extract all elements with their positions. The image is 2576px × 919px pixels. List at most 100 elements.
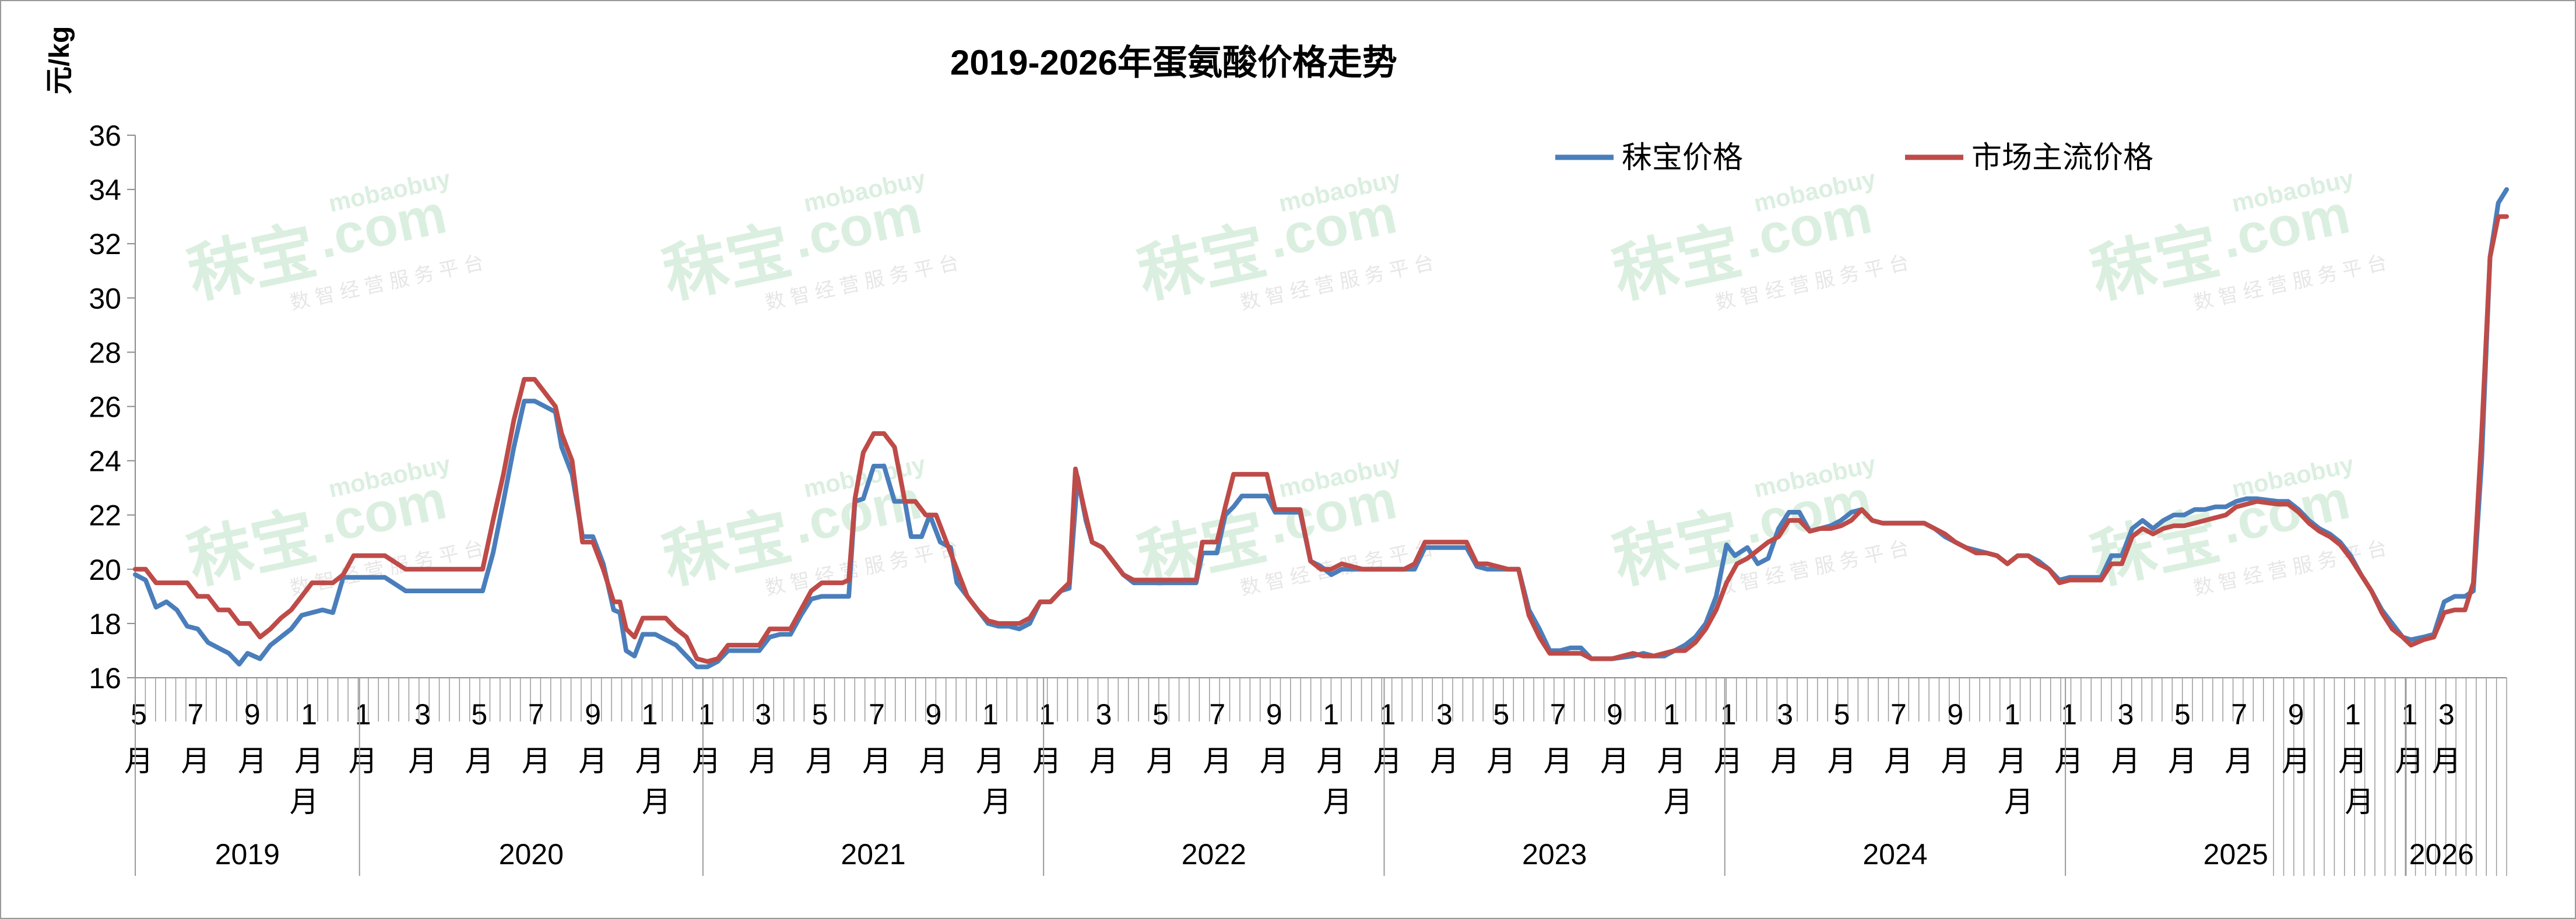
x-month-char: 月 [862, 745, 891, 777]
x-month-number: 9 [925, 698, 941, 731]
x-month-number: 1 [698, 698, 715, 731]
x-month-char: 月 [181, 745, 210, 777]
x-month-char: 月 [408, 745, 437, 777]
x-month-number: 9 [1266, 698, 1282, 731]
x-month-char: 月 [238, 745, 267, 777]
x-month-char: 月 [2168, 745, 2197, 777]
x-year-month-char: 月 [2345, 786, 2374, 818]
x-month-char: 月 [1657, 745, 1686, 777]
x-month-number: 3 [2438, 698, 2455, 731]
y-tick-label: 34 [89, 174, 121, 206]
x-month-number: 1 [1664, 698, 1680, 731]
x-year-label: 2024 [1862, 838, 1927, 871]
x-month-char: 月 [2054, 745, 2083, 777]
x-month-number: 3 [1096, 698, 1112, 731]
x-month-number: 9 [585, 698, 601, 731]
x-month-number: 5 [1834, 698, 1850, 731]
x-month-number: 5 [812, 698, 828, 731]
x-month-number: 7 [528, 698, 544, 731]
x-month-number: 1 [982, 698, 999, 731]
x-month-char: 月 [2111, 745, 2140, 777]
x-month-char: 月 [1941, 745, 1970, 777]
x-month-number: 1 [355, 698, 371, 731]
x-month-number: 7 [869, 698, 885, 731]
x-year-month-char: 月 [2004, 786, 2033, 818]
x-month-char: 月 [465, 745, 494, 777]
legend: 秣宝价格 市场主流价格 [1555, 141, 2153, 175]
x-month-number: 5 [131, 698, 147, 731]
x-month-char: 月 [748, 745, 778, 777]
x-year-label: 2025 [2204, 838, 2268, 871]
x-month-char: 月 [1828, 745, 1857, 777]
x-month-char: 月 [1316, 745, 1345, 777]
x-month-char: 月 [976, 745, 1005, 777]
x-month-number: 3 [755, 698, 771, 731]
x-month-number: 5 [1493, 698, 1509, 731]
x-month-char: 月 [2432, 745, 2461, 777]
chart-title: 2019-2026年蛋氨酸价格走势 [950, 43, 1397, 82]
x-month-number: 5 [2174, 698, 2191, 731]
x-year-label: 2026 [2409, 838, 2474, 871]
x-month-number: 1 [642, 698, 658, 731]
x-month-number: 9 [2288, 698, 2304, 731]
watermark-layer: 秣宝.commobaobuy数 智 经 营 服 务 平 台秣宝.commobao… [182, 164, 2389, 600]
x-month-char: 月 [1430, 745, 1459, 777]
x-year-label: 2020 [499, 838, 564, 871]
x-month-number: 1 [2345, 698, 2361, 731]
x-month-char: 月 [2338, 745, 2367, 777]
legend-label-series-1: 市场主流价格 [1971, 141, 2153, 175]
x-month-char: 月 [349, 745, 378, 777]
x-month-char: 月 [1203, 745, 1232, 777]
x-month-char: 月 [1714, 745, 1743, 777]
x-month-number: 9 [1607, 698, 1623, 731]
x-month-char: 月 [522, 745, 551, 777]
x-month-number: 3 [414, 698, 431, 731]
y-tick-label: 22 [89, 499, 121, 532]
x-month-number: 7 [187, 698, 203, 731]
x-month-number: 1 [1039, 698, 1055, 731]
x-month-number: 1 [2061, 698, 2077, 731]
series-layer [133, 187, 2509, 670]
x-month-number: 9 [1947, 698, 1963, 731]
x-year-label: 2019 [215, 838, 280, 871]
x-month-number: 7 [2231, 698, 2247, 731]
x-month-number: 7 [1550, 698, 1566, 731]
legend-label-series-0: 秣宝价格 [1622, 141, 1743, 175]
x-month-number: 1 [301, 698, 317, 731]
x-month-char: 月 [1544, 745, 1573, 777]
x-month-number: 3 [1436, 698, 1453, 731]
x-month-char: 月 [2224, 745, 2254, 777]
x-month-number: 3 [2118, 698, 2134, 731]
x-month-number: 1 [1323, 698, 1339, 731]
y-tick-layer: 16 18 20 22 24 26 28 30 32 34 36 [89, 119, 135, 695]
x-month-char: 月 [1486, 745, 1516, 777]
x-month-char: 月 [1090, 745, 1119, 777]
x-month-char: 月 [1770, 745, 1800, 777]
y-tick-label: 30 [89, 282, 121, 315]
y-tick-label: 20 [89, 554, 121, 586]
x-month-char: 月 [919, 745, 948, 777]
x-month-char: 月 [124, 745, 153, 777]
y-tick-label: 26 [89, 391, 121, 424]
x-month-char: 月 [635, 745, 664, 777]
y-tick-label: 28 [89, 336, 121, 369]
x-month-number: 7 [1890, 698, 1907, 731]
x-month-number: 1 [1380, 698, 1396, 731]
x-month-char: 月 [1032, 745, 1062, 777]
x-month-number: 1 [2004, 698, 2020, 731]
y-axis-label: 元/kg [44, 26, 75, 94]
